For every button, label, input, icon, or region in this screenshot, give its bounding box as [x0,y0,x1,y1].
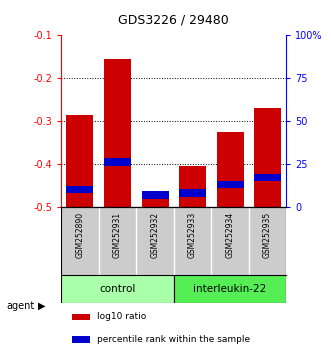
Bar [174,275,286,303]
Text: GSM252934: GSM252934 [225,212,235,258]
Bar [216,132,244,207]
Text: control: control [99,284,136,294]
Bar [254,174,281,182]
Text: GSM252890: GSM252890 [75,212,84,258]
Text: GDS3226 / 29480: GDS3226 / 29480 [118,13,229,27]
Text: interleukin-22: interleukin-22 [193,284,267,294]
Bar [254,108,281,207]
Bar [72,336,90,343]
Bar [61,275,174,303]
Bar [72,314,90,320]
Text: GSM252931: GSM252931 [113,212,122,258]
Bar [142,192,168,207]
Bar [179,166,206,207]
Bar [179,189,206,197]
Bar [142,191,168,199]
Bar [104,158,131,166]
Text: GSM252932: GSM252932 [151,212,160,258]
Text: ▶: ▶ [38,301,46,311]
Bar [104,59,131,207]
Text: GSM252933: GSM252933 [188,212,197,258]
Bar [67,115,93,207]
Bar [216,181,244,188]
Text: percentile rank within the sample: percentile rank within the sample [97,335,250,344]
Text: log10 ratio: log10 ratio [97,312,147,321]
Bar [67,186,93,193]
Text: GSM252935: GSM252935 [263,212,272,258]
Text: agent: agent [7,301,35,311]
